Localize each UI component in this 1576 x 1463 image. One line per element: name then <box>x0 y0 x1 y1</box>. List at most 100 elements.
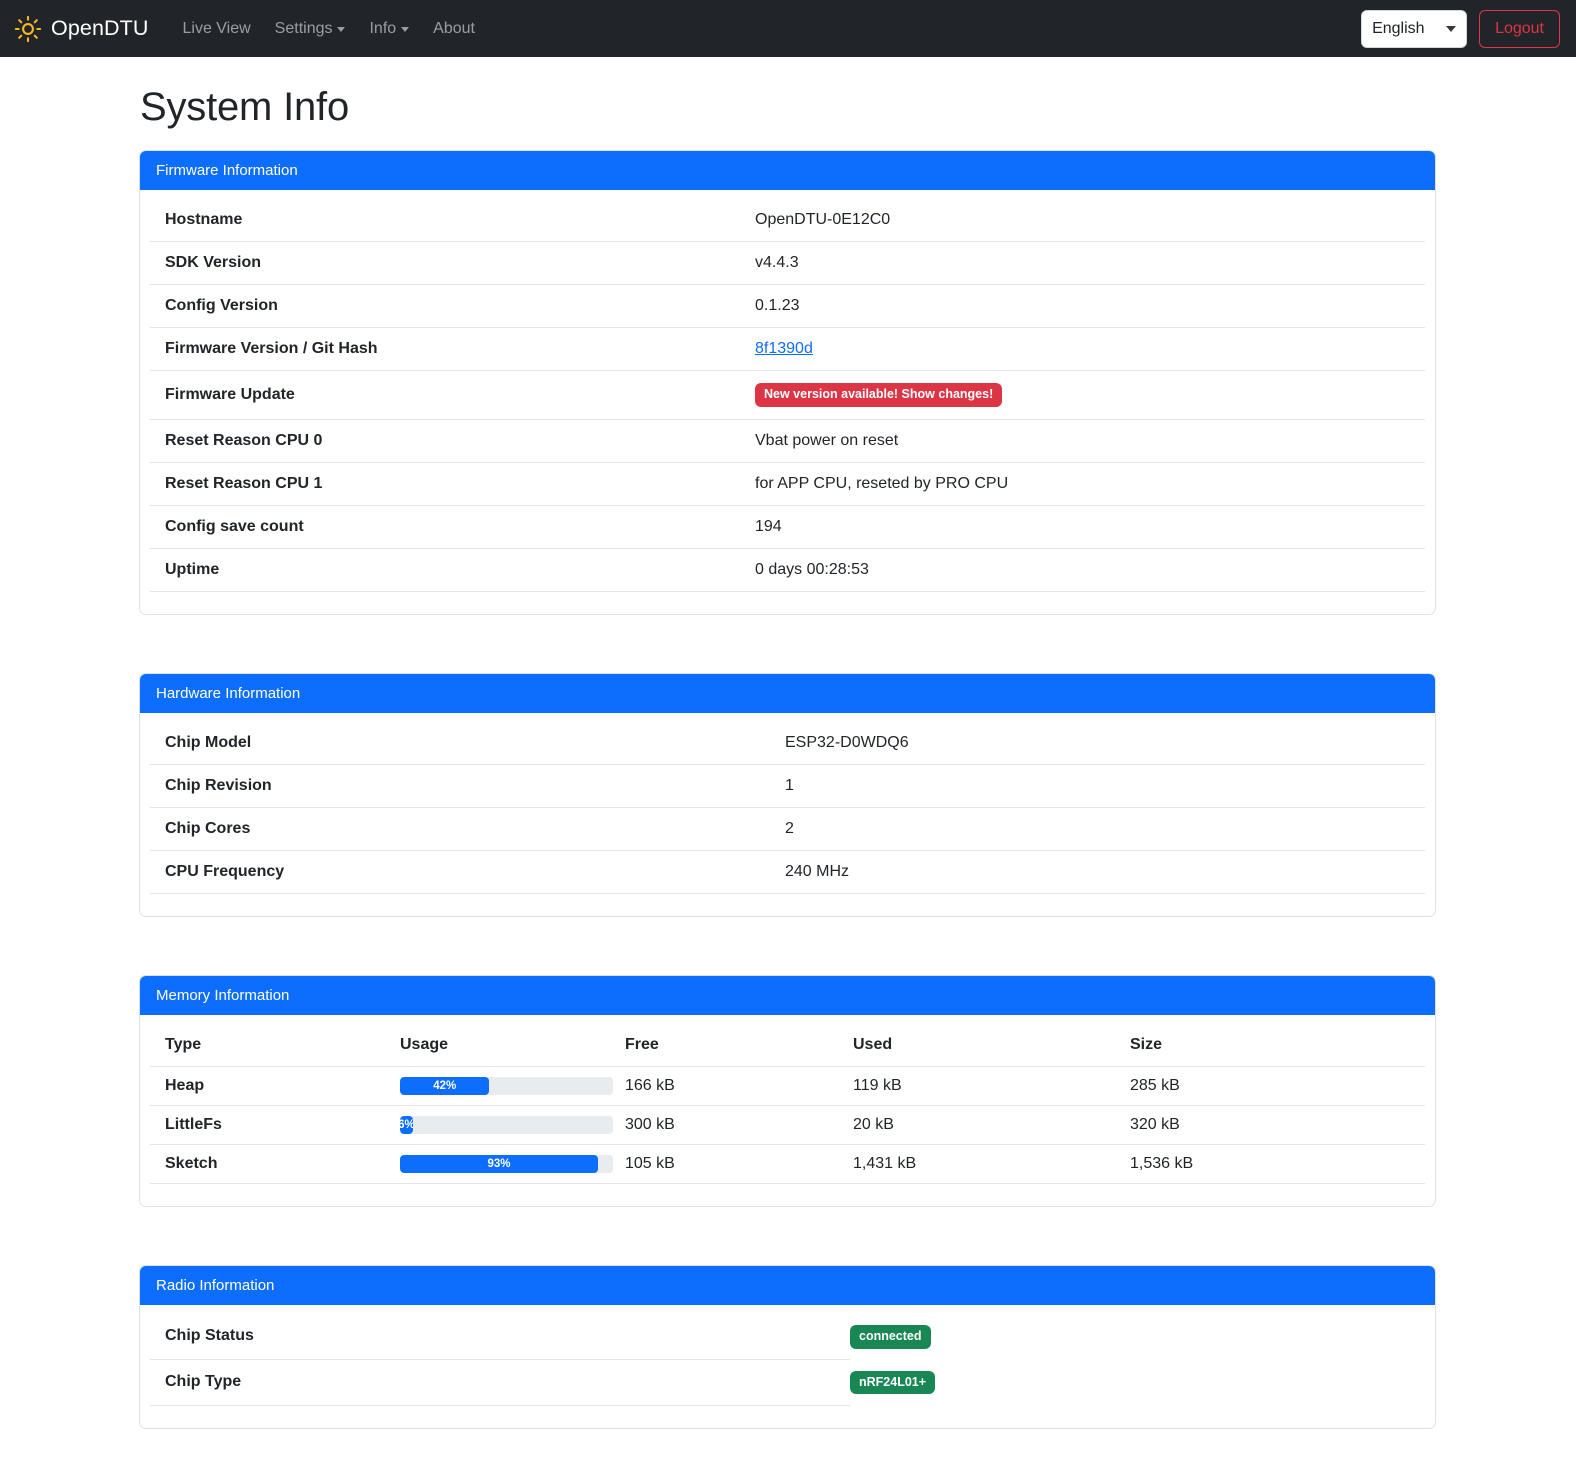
table-row: Config Version 0.1.23 <box>150 284 1425 328</box>
nav-item-settings[interactable]: Settings <box>263 12 358 46</box>
table-row: LittleFs 6% 300 kB 20 kB 320 kB <box>150 1105 1425 1145</box>
usage-progress-fill: 42% <box>400 1076 490 1095</box>
card-header-radio: Radio Information <box>140 1265 1435 1305</box>
hardware-table: Chip Model ESP32-D0WDQ6 Chip Revision 1 … <box>150 721 1425 894</box>
column-header-type: Type <box>150 1023 400 1067</box>
firmware-update-badge[interactable]: New version available! Show changes! <box>755 383 1003 407</box>
table-row: Firmware Update New version available! S… <box>150 370 1425 420</box>
row-value-cell: 8f1390d <box>755 327 1425 371</box>
table-row: Sketch 93% 105 kB 1,431 kB 1,536 kB <box>150 1144 1425 1184</box>
row-label: Firmware Version / Git Hash <box>150 327 755 371</box>
memory-size: 1,536 kB <box>1130 1144 1425 1184</box>
usage-progress-bar: 42% <box>400 1076 613 1095</box>
row-value: 1 <box>785 764 1425 808</box>
nav-item-info[interactable]: Info <box>357 12 421 46</box>
nav-item-live-view[interactable]: Live View <box>170 12 262 46</box>
page-title: System Info <box>140 85 349 129</box>
table-row: SDK Version v4.4.3 <box>150 241 1425 285</box>
row-label: Chip Status <box>150 1313 850 1360</box>
row-value: v4.4.3 <box>755 241 1425 285</box>
row-label: Firmware Update <box>150 370 755 420</box>
table-row: Chip Model ESP32-D0WDQ6 <box>150 721 1425 765</box>
memory-type: Heap <box>150 1066 400 1106</box>
chip-status-badge: connected <box>850 1324 931 1349</box>
row-label: Chip Model <box>150 721 785 765</box>
row-label: Hostname <box>150 199 755 242</box>
row-value: 0 days 00:28:53 <box>755 548 1425 592</box>
column-header-used: Used <box>853 1023 1130 1067</box>
column-header-free: Free <box>625 1023 853 1067</box>
usage-progress-fill: 93% <box>400 1154 599 1173</box>
card-header-memory: Memory Information <box>140 975 1435 1015</box>
row-value: 240 MHz <box>785 850 1425 894</box>
memory-used: 20 kB <box>853 1105 1130 1145</box>
brand-logo[interactable]: OpenDTU <box>14 15 148 43</box>
usage-progress-fill: 6% <box>400 1115 413 1134</box>
navbar-right-controls: English Logout <box>1361 0 1560 57</box>
memory-table: Type Usage Free Used Size Heap 42% <box>150 1023 1425 1184</box>
top-navbar: OpenDTU Live View Settings Info About En… <box>0 0 1576 57</box>
row-value-cell: New version available! Show changes! <box>755 370 1425 420</box>
row-value: ESP32-D0WDQ6 <box>785 721 1425 765</box>
card-header-hardware: Hardware Information <box>140 673 1435 713</box>
table-row: Reset Reason CPU 1 for APP CPU, reseted … <box>150 462 1425 506</box>
table-row: Chip Status connected <box>150 1313 1425 1360</box>
row-label: Chip Revision <box>150 764 785 808</box>
logout-button[interactable]: Logout <box>1479 9 1560 48</box>
row-label: SDK Version <box>150 241 755 285</box>
column-header-usage: Usage <box>400 1023 625 1067</box>
table-row: CPU Frequency 240 MHz <box>150 850 1425 894</box>
language-select[interactable]: English <box>1361 9 1468 48</box>
memory-type: Sketch <box>150 1144 400 1184</box>
table-row: Heap 42% 166 kB 119 kB 285 kB <box>150 1066 1425 1106</box>
card-body-firmware: Hostname OpenDTU-0E12C0 SDK Version v4.4… <box>140 190 1435 614</box>
memory-free: 166 kB <box>625 1066 853 1106</box>
page-content: System Info Firmware Information Hostnam… <box>0 85 1576 1429</box>
nav-item-label: About <box>433 19 475 37</box>
usage-progress-bar: 6% <box>400 1115 613 1134</box>
hardware-information-card: Hardware Information Chip Model ESP32-D0… <box>139 672 1436 917</box>
git-hash-link[interactable]: 8f1390d <box>755 340 813 357</box>
table-row: Chip Type nRF24L01+ <box>150 1359 1425 1406</box>
nav-item-label: Settings <box>274 19 333 37</box>
nav-item-label: Info <box>369 19 397 37</box>
radio-table: Chip Status connected Chip Type nRF24L01… <box>150 1313 1425 1406</box>
memory-free: 300 kB <box>625 1105 853 1145</box>
brand-title: OpenDTU <box>51 16 149 40</box>
row-label: Config Version <box>150 284 755 328</box>
table-row: Chip Cores 2 <box>150 807 1425 851</box>
row-value: Vbat power on reset <box>755 419 1425 463</box>
table-header-row: Type Usage Free Used Size <box>150 1023 1425 1067</box>
memory-used: 1,431 kB <box>853 1144 1130 1184</box>
firmware-table: Hostname OpenDTU-0E12C0 SDK Version v4.4… <box>150 199 1425 592</box>
chevron-down-icon <box>1446 25 1457 32</box>
row-value: 2 <box>785 807 1425 851</box>
firmware-information-card: Firmware Information Hostname OpenDTU-0E… <box>139 150 1436 615</box>
table-row: Uptime 0 days 00:28:53 <box>150 548 1425 592</box>
row-value-cell: nRF24L01+ <box>850 1360 1425 1406</box>
memory-free: 105 kB <box>625 1144 853 1184</box>
card-body-radio: Chip Status connected Chip Type nRF24L01… <box>140 1305 1435 1428</box>
table-row: Firmware Version / Git Hash 8f1390d <box>150 327 1425 371</box>
table-row: Chip Revision 1 <box>150 764 1425 808</box>
table-row: Hostname OpenDTU-0E12C0 <box>150 199 1425 242</box>
chevron-down-icon <box>337 27 346 32</box>
card-body-hardware: Chip Model ESP32-D0WDQ6 Chip Revision 1 … <box>140 713 1435 916</box>
row-label: Chip Type <box>150 1359 850 1406</box>
row-value: OpenDTU-0E12C0 <box>755 199 1425 242</box>
row-value: for APP CPU, reseted by PRO CPU <box>755 462 1425 506</box>
table-row: Reset Reason CPU 0 Vbat power on reset <box>150 419 1425 463</box>
nav-links: Live View Settings Info About <box>170 12 487 46</box>
row-label: Config save count <box>150 505 755 549</box>
memory-usage-cell: 93% <box>400 1144 625 1184</box>
usage-progress-bar: 93% <box>400 1154 613 1173</box>
nav-item-about[interactable]: About <box>421 12 487 46</box>
row-value-cell: connected <box>850 1314 1425 1360</box>
chevron-down-icon <box>401 27 410 32</box>
row-label: CPU Frequency <box>150 850 785 894</box>
chip-type-badge: nRF24L01+ <box>850 1370 936 1395</box>
row-label: Reset Reason CPU 0 <box>150 419 755 463</box>
memory-size: 285 kB <box>1130 1066 1425 1106</box>
row-label: Reset Reason CPU 1 <box>150 462 755 506</box>
column-header-size: Size <box>1130 1023 1425 1067</box>
